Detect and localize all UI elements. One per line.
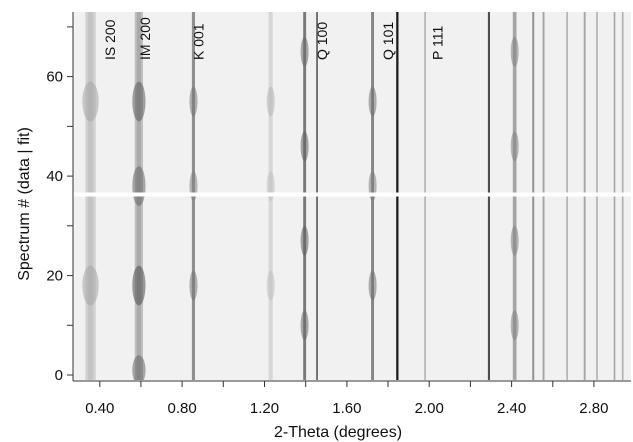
peak-spot bbox=[132, 265, 146, 306]
x-tick-label: 0.40 bbox=[85, 400, 114, 417]
y-ticks: 0 20 40 60 bbox=[46, 26, 73, 384]
peak-label: K 001 bbox=[191, 23, 207, 60]
peak-spot bbox=[132, 166, 146, 207]
peak-spot bbox=[132, 355, 146, 380]
y-tick-label: 40 bbox=[46, 168, 63, 185]
peak-spot bbox=[510, 36, 519, 67]
peak-label: IM 200 bbox=[137, 17, 153, 60]
peak-spot bbox=[266, 270, 275, 301]
peak-spot bbox=[510, 225, 519, 256]
peak-spot bbox=[510, 131, 519, 162]
axes: 0.40 0.80 1.20 1.60 2.00 2.40 2.80 0 20 40 60 bbox=[46, 12, 631, 417]
peak-spot bbox=[368, 86, 377, 117]
peak-spot bbox=[300, 131, 309, 162]
peak-spot bbox=[132, 81, 146, 122]
y-tick-label: 0 bbox=[55, 367, 63, 384]
peak-spot bbox=[266, 171, 275, 202]
peak-spot bbox=[300, 310, 309, 341]
peak-spot bbox=[82, 265, 99, 306]
peak-spot bbox=[510, 310, 519, 341]
peak-spot bbox=[189, 270, 198, 301]
x-ticks: 0.40 0.80 1.20 1.60 2.00 2.40 2.80 bbox=[85, 381, 609, 417]
x-tick-label: 2.40 bbox=[497, 400, 526, 417]
peak-label: P 111 bbox=[430, 26, 446, 60]
x-tick-label: 1.20 bbox=[250, 400, 279, 417]
peak-label: IS 200 bbox=[102, 19, 118, 60]
x-tick-label: 1.60 bbox=[332, 400, 361, 417]
peak-spot bbox=[189, 86, 198, 117]
x-tick-label: 0.80 bbox=[167, 400, 196, 417]
peak-label: Q 101 bbox=[380, 22, 396, 60]
peak-labels: IS 200 IM 200 K 001 Q 100 Q 101 P 111 bbox=[102, 17, 445, 60]
peak-spot bbox=[266, 86, 275, 117]
peak-spot bbox=[300, 225, 309, 256]
peak-spot bbox=[189, 171, 198, 202]
peak-spot bbox=[368, 270, 377, 301]
peak-spot bbox=[300, 36, 309, 67]
peak-spot bbox=[82, 81, 99, 122]
y-tick-label: 20 bbox=[46, 268, 63, 285]
y-tick-label: 60 bbox=[46, 69, 63, 86]
plot-area bbox=[73, 12, 631, 380]
y-axis-label: Spectrum # (data | fit) bbox=[16, 127, 33, 281]
x-axis-label: 2-Theta (degrees) bbox=[274, 424, 402, 441]
x-tick-label: 2.80 bbox=[579, 400, 608, 417]
peak-label: Q 100 bbox=[314, 22, 330, 60]
x-tick-label: 2.00 bbox=[415, 400, 444, 417]
data-fit-separator bbox=[73, 192, 631, 197]
peak-spot bbox=[368, 171, 377, 202]
